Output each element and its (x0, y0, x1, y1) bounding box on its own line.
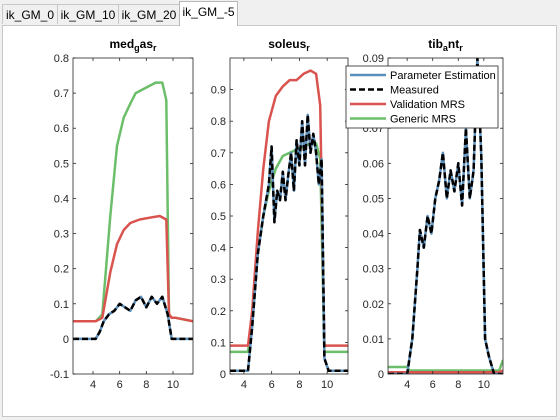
series-line-generic-mrs (388, 359, 503, 372)
x-tick-label: 8 (143, 379, 149, 391)
y-tick-label: 0.6 (54, 123, 69, 135)
title-text: as (140, 37, 154, 51)
y-tick-label: 0.06 (363, 158, 384, 170)
x-tick-label: 4 (90, 379, 96, 391)
legend-label: Measured (390, 85, 439, 97)
tab-bar: ik_GM_0 ik_GM_10 ik_GM_20 ik_GM_-5 (0, 0, 560, 26)
y-tick-label: 0.09 (363, 53, 384, 65)
y-tick-label: 0.04 (363, 229, 384, 241)
legend-label: Validation MRS (390, 99, 465, 111)
y-tick-label: 0.4 (211, 243, 226, 255)
x-tick-label: 6 (269, 379, 275, 391)
title-subscript: r (306, 43, 310, 53)
title-text: med (109, 37, 134, 51)
plot-frame (387, 57, 504, 375)
title-subscript: g (134, 43, 140, 53)
plot-0: 4 6 8 10 -0.1 0 0.1 0.2 0.3 0.4 0.5 0.6 0.7 0.8 medgas… (50, 37, 194, 391)
series-line-measured (73, 295, 193, 341)
plot-title: soleusr (268, 37, 310, 53)
y-tick-label: 0.7 (54, 88, 69, 100)
y-tick-label: 0.2 (211, 306, 226, 318)
title-subscript: r (459, 43, 463, 53)
y-tick-label: 0.3 (211, 274, 226, 286)
y-tick-label: 0.01 (363, 334, 384, 346)
x-tick-label: 10 (478, 379, 490, 391)
y-tick-label: 0 (378, 369, 384, 381)
y-tick-label: 0.1 (211, 337, 226, 349)
plot-frame (72, 57, 194, 375)
x-tick-label: 10 (167, 379, 179, 391)
y-tick-label: 0.2 (54, 264, 69, 276)
y-tick-label: 0 (63, 334, 69, 346)
y-tick-label: 0.02 (363, 299, 384, 311)
title-text: tib (428, 37, 443, 51)
x-tick-label: 4 (404, 379, 410, 391)
y-tick-label: 0.8 (54, 53, 69, 65)
legend-label: Parameter Estimation (390, 70, 496, 82)
x-tick-label: 8 (296, 379, 302, 391)
legend: Parameter Estimation Measured Validation M… (345, 65, 499, 129)
plot-lines (73, 81, 193, 341)
y-tick-label: 0.7 (211, 148, 226, 160)
y-tick-label: 0.6 (211, 179, 226, 191)
title-text: nt (448, 37, 459, 51)
y-tick-label: 0.5 (211, 211, 226, 223)
title-text: soleus (268, 37, 306, 51)
series-line-validation-mrs (388, 369, 503, 374)
plot-lines (388, 58, 503, 374)
series-line-measured (230, 113, 348, 373)
plot-1: 4 6 8 10 0 0.1 0.2 0.3 0.4 0.5 0.6 0.7 0.8 0.9 soleusr (211, 37, 349, 391)
series-line-validation-mrs (73, 214, 193, 323)
plot-title: medgasr (109, 37, 157, 53)
x-tick-label: 10 (321, 379, 333, 391)
y-tick-label: 0.4 (54, 193, 69, 205)
y-tick-label: 0.03 (363, 264, 384, 276)
tab-ik-gm-10[interactable]: ik_GM_10 (57, 4, 119, 24)
y-tick-label: 0 (220, 369, 226, 381)
y-tick-label: 0.5 (54, 158, 69, 170)
series-line-measured (388, 58, 503, 374)
tab-ik-gm-20[interactable]: ik_GM_20 (118, 4, 180, 24)
plot-lines (230, 69, 348, 373)
y-tick-label: 0.9 (211, 85, 226, 97)
legend-label: Generic MRS (390, 114, 456, 126)
plot-area (73, 58, 193, 374)
x-tick-label: 6 (117, 379, 123, 391)
y-tick-label: 0.05 (363, 193, 384, 205)
title-subscript: r (153, 43, 157, 53)
x-tick-label: 8 (455, 379, 461, 391)
y-tick-label: 0.8 (211, 116, 226, 128)
tab-ik-gm-minus-5[interactable]: ik_GM_-5 (179, 1, 238, 26)
y-tick-label: 0.3 (54, 229, 69, 241)
x-tick-label: 6 (430, 379, 436, 391)
plot-area (230, 58, 348, 374)
x-tick-label: 4 (241, 379, 247, 391)
title-subscript: a (443, 43, 449, 53)
y-tick-label: -0.1 (50, 369, 69, 381)
plot-title: tibantr (428, 37, 463, 53)
y-tick-label: 0.1 (54, 299, 69, 311)
